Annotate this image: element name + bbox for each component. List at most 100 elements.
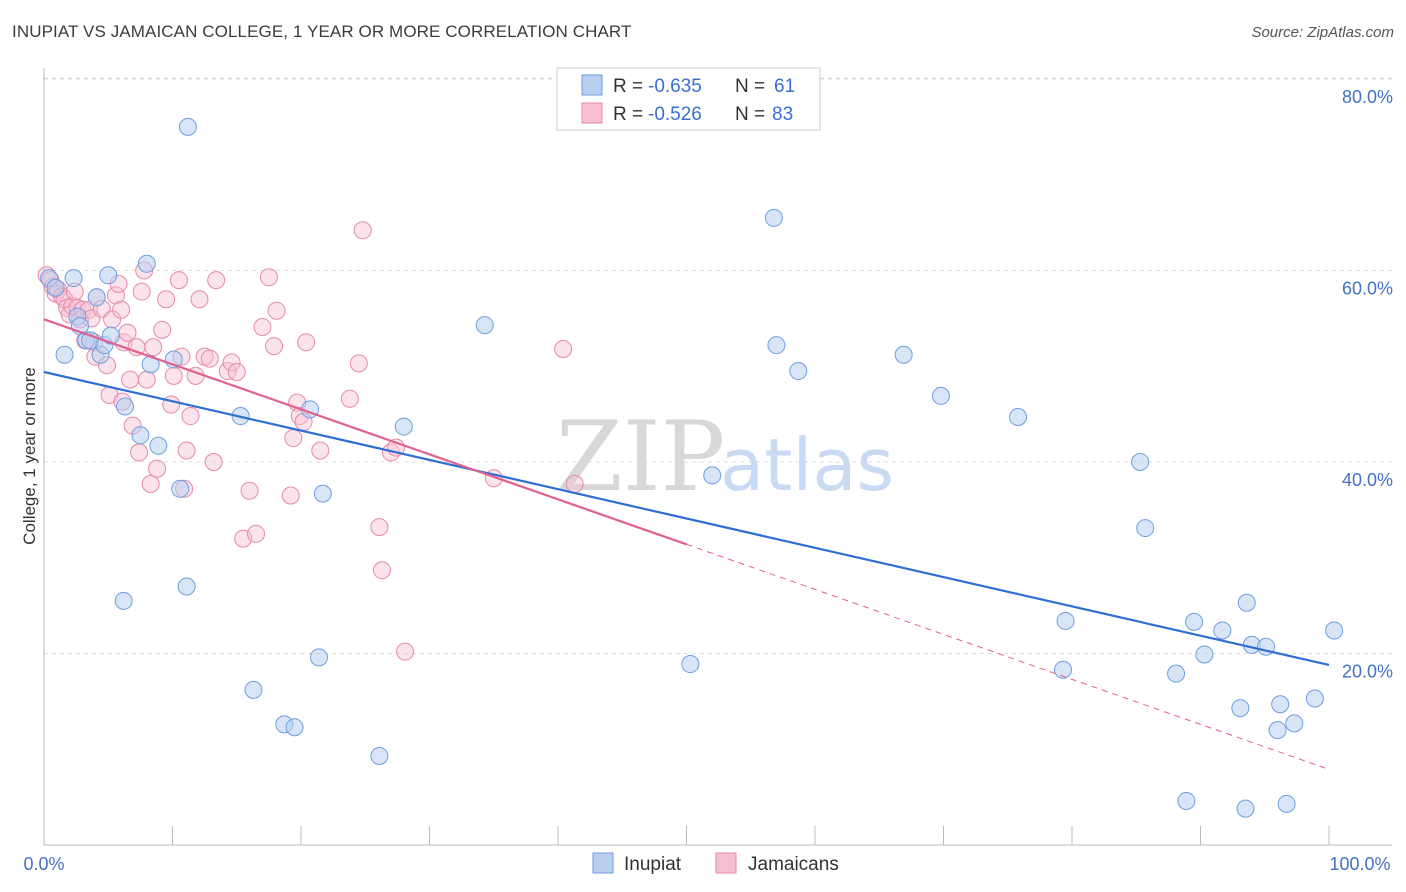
jamaicans-point bbox=[121, 370, 140, 389]
jamaicans-point bbox=[200, 349, 219, 368]
inupiat-point bbox=[177, 577, 196, 596]
y-tick-label-60: 60.0% bbox=[1342, 279, 1393, 299]
inupiat-trend-line bbox=[43, 370, 1330, 667]
jamaicans-point bbox=[112, 300, 131, 319]
bottom-legend-label-jamaicans: Jamaicans bbox=[748, 854, 839, 875]
jamaicans-point bbox=[340, 389, 359, 408]
jamaicans-point bbox=[144, 338, 163, 357]
inupiat-point bbox=[1056, 611, 1075, 630]
inupiat-point bbox=[1271, 695, 1290, 714]
legend-r-label-inupiat: R = bbox=[613, 76, 643, 97]
inupiat-point bbox=[1195, 645, 1214, 664]
jamaicans-point bbox=[353, 221, 372, 240]
inupiat-point bbox=[1136, 519, 1155, 538]
jamaicans-point bbox=[130, 443, 149, 462]
inupiat-point bbox=[149, 436, 168, 455]
inupiat-point bbox=[55, 345, 74, 364]
jamaicans-point bbox=[190, 290, 209, 309]
chart-title: INUPIAT VS JAMAICAN COLLEGE, 1 YEAR OR M… bbox=[12, 22, 632, 41]
inupiat-point bbox=[313, 484, 332, 503]
inupiat-point bbox=[1131, 453, 1150, 471]
source-label: Source: ZipAtlas.com bbox=[1251, 24, 1394, 41]
inupiat-point bbox=[64, 269, 83, 288]
jamaicans-point bbox=[227, 362, 246, 381]
jamaicans-point bbox=[153, 320, 172, 339]
y-tick-label-20: 20.0% bbox=[1342, 662, 1393, 682]
top-legend: R = -0.635 N = 61 R = -0.526 N = 83 bbox=[556, 67, 821, 131]
grid-lines bbox=[44, 77, 1392, 654]
inupiat-point bbox=[1177, 791, 1196, 810]
jamaicans-point bbox=[181, 407, 200, 426]
jamaicans-point bbox=[164, 366, 183, 385]
inupiat-point bbox=[171, 479, 190, 498]
jamaicans-point bbox=[240, 481, 259, 500]
jamaicans-point bbox=[565, 475, 584, 494]
x-tick-label-min: 0.0% bbox=[23, 854, 64, 874]
inupiat-point bbox=[1009, 407, 1028, 426]
bottom-legend-swatch-inupiat bbox=[592, 852, 614, 874]
jamaicans-point bbox=[297, 333, 316, 352]
legend-swatch-inupiat bbox=[581, 74, 603, 96]
jamaicans-point bbox=[157, 290, 176, 309]
jamaicans-point bbox=[554, 340, 573, 359]
inupiat-point bbox=[1325, 621, 1344, 640]
jamaicans-point bbox=[222, 353, 241, 372]
watermark-zip: ZIP bbox=[556, 401, 725, 513]
inupiat-point bbox=[1268, 721, 1287, 740]
inupiat-point bbox=[1054, 660, 1073, 679]
jamaicans-point bbox=[267, 301, 286, 320]
inupiat-point bbox=[703, 466, 722, 485]
inupiat-point bbox=[137, 254, 156, 273]
y-tick-labels: 20.0% 40.0% 60.0% 80.0% bbox=[1342, 87, 1393, 682]
inupiat-point bbox=[244, 680, 263, 699]
inupiat-points bbox=[40, 117, 1344, 818]
legend-r-value-jamaicans: -0.526 bbox=[648, 104, 702, 125]
inupiat-point bbox=[681, 655, 700, 674]
inupiat-point bbox=[1185, 612, 1204, 631]
jamaicans-point bbox=[132, 282, 151, 301]
jamaicans-point bbox=[349, 354, 368, 373]
inupiat-point bbox=[46, 278, 65, 297]
inupiat-point bbox=[789, 362, 808, 381]
y-tick-label-40: 40.0% bbox=[1342, 470, 1393, 490]
inupiat-point bbox=[178, 117, 197, 136]
inupiat-point bbox=[99, 266, 118, 285]
inupiat-point bbox=[931, 386, 950, 405]
inupiat-point bbox=[394, 417, 413, 436]
jamaicans-trend-line-extension bbox=[686, 543, 1330, 770]
inupiat-point bbox=[309, 648, 328, 667]
jamaicans-point bbox=[372, 561, 391, 580]
jamaicans-point bbox=[396, 642, 415, 661]
jamaicans-point bbox=[141, 475, 160, 494]
jamaicans-point bbox=[247, 524, 266, 543]
inupiat-point bbox=[87, 288, 106, 307]
jamaicans-point bbox=[148, 459, 167, 478]
inupiat-point bbox=[1213, 621, 1232, 640]
x-tick-label-max: 100.0% bbox=[1329, 854, 1390, 874]
jamaicans-point bbox=[370, 518, 389, 537]
inupiat-point bbox=[101, 326, 120, 345]
inupiat-point bbox=[114, 591, 133, 610]
y-tick-label-80: 80.0% bbox=[1342, 87, 1393, 107]
jamaicans-point bbox=[265, 337, 284, 356]
jamaicans-point bbox=[204, 453, 223, 471]
axes bbox=[43, 68, 1392, 846]
watermark: ZIP atlas bbox=[556, 401, 894, 513]
trend-lines bbox=[43, 318, 1330, 770]
jamaicans-point bbox=[106, 286, 125, 305]
legend-n-value-inupiat: 61 bbox=[774, 76, 795, 97]
inupiat-point bbox=[1237, 593, 1256, 612]
bottom-legend-label-inupiat: Inupiat bbox=[624, 854, 682, 875]
watermark-atlas: atlas bbox=[720, 423, 894, 507]
jamaicans-point bbox=[137, 370, 156, 389]
inupiat-point bbox=[475, 316, 494, 335]
inupiat-point bbox=[285, 718, 304, 737]
legend-r-label-jamaicans: R = bbox=[613, 104, 643, 125]
jamaicans-trend-line bbox=[43, 318, 687, 546]
legend-n-label-inupiat: N = bbox=[735, 76, 765, 97]
inupiat-point bbox=[370, 746, 389, 765]
inupiat-point bbox=[1285, 714, 1304, 733]
jamaicans-point bbox=[281, 486, 300, 505]
jamaicans-point bbox=[311, 441, 330, 460]
